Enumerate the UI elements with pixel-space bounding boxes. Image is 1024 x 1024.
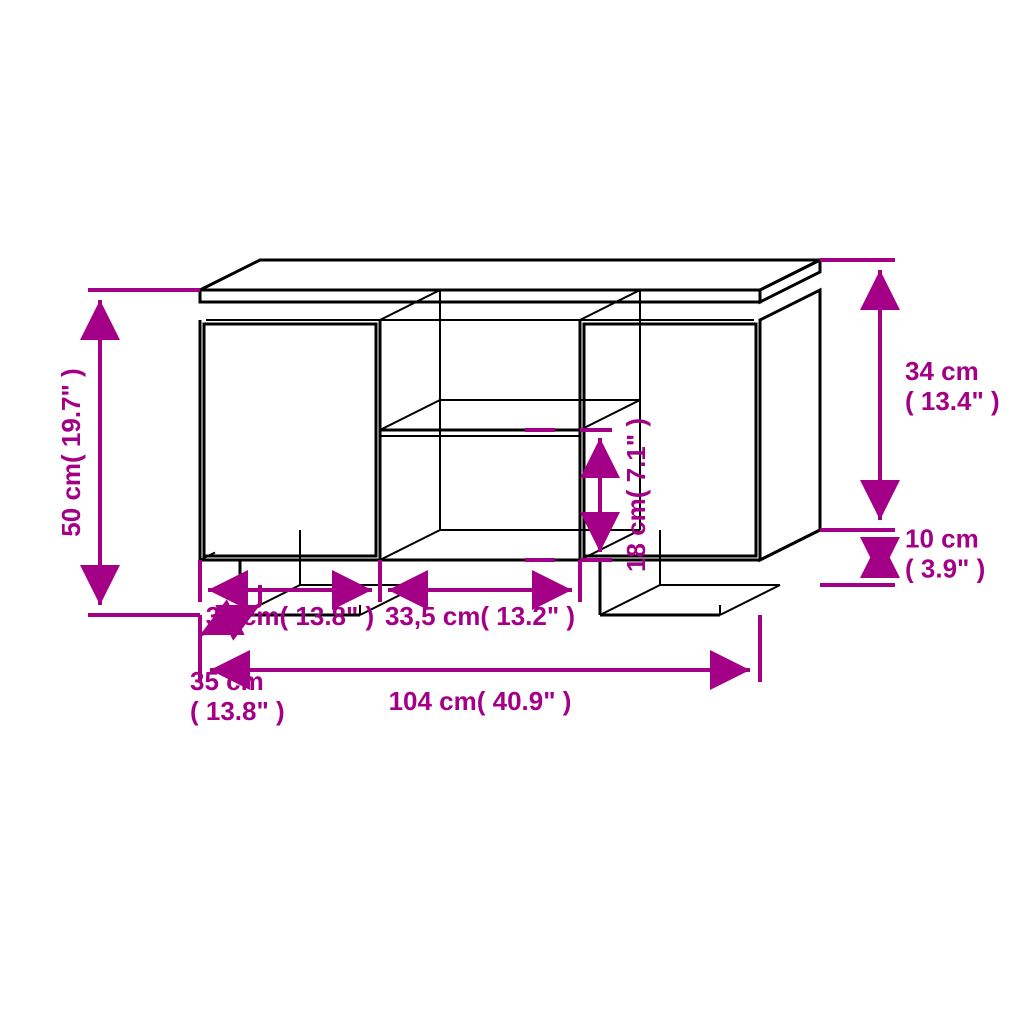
cabinet-drawing [200, 260, 820, 615]
technical-drawing: 50 cm( 19.7" ) 35 cm( 13.8" ) 35 cm( 13.8"… [0, 0, 1024, 1024]
dimension-lines: 50 cm( 19.7" ) 35 cm( 13.8" ) 35 cm( 13.8"… [56, 260, 1000, 726]
dim-leg-height: 10 cm( 3.9" ) [905, 524, 985, 584]
dim-cabinet-height: 34 cm( 13.4" ) [905, 356, 1000, 416]
dim-height-total: 50 cm( 19.7" ) [56, 368, 86, 536]
dim-door-width: 35 cm( 13.8" ) [206, 601, 374, 631]
dim-shelf-opening: 18 cm( 7.1" ) [621, 418, 651, 572]
dim-total-width: 104 cm( 40.9" ) [389, 686, 572, 716]
dim-center-width: 33,5 cm( 13.2" ) [385, 601, 575, 631]
dim-depth: 35 cm( 13.8" ) [190, 666, 285, 726]
